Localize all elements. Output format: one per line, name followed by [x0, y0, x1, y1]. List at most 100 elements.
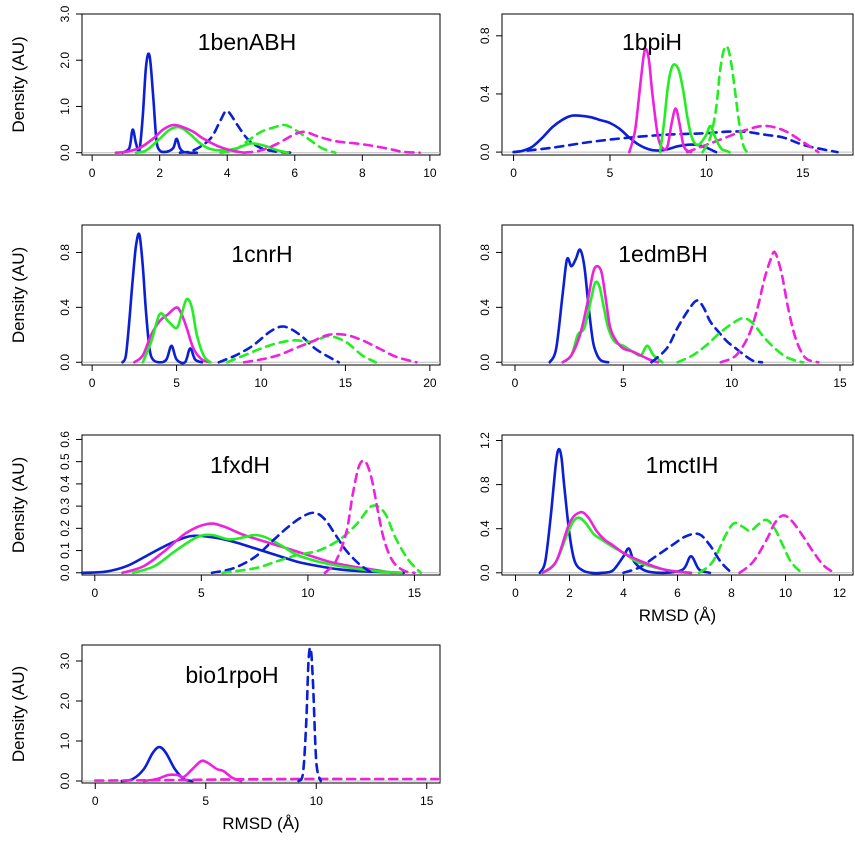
x-tick-label: 0: [91, 586, 98, 600]
x-tick-label: 4: [620, 586, 627, 600]
y-tick-label: 0.0: [58, 772, 72, 789]
x-tick-label: 5: [202, 794, 209, 808]
series-magenta-solid-line: [114, 123, 246, 154]
plot-frame: [81, 644, 441, 784]
panel-3: 0 5 10 15 20 0.0 0.4 0.8 Density (AU) 1cnrH: [9, 224, 441, 390]
series-blue-dashed-line: [210, 511, 374, 575]
y-tick-label: 0.6: [58, 431, 72, 448]
x-tick-label: 8: [728, 586, 735, 600]
panel-7: 0 5 10 15 0.0 1.0 2.0 3.0 Density (AU) RMSD (Å) bi…: [9, 644, 441, 833]
x-tick-label: 0: [512, 376, 519, 390]
panel-1: 0 2 4 6 8 10 0.0 1.0 2.0 3.0 Density (AU) 1benABH: [9, 5, 441, 180]
series-magenta-solid-line: [142, 759, 243, 783]
y-axis-label: Density (AU): [9, 666, 28, 762]
plot-frame: [501, 224, 854, 366]
x-tick-label: 0: [512, 586, 519, 600]
y-tick-label: 1.0: [58, 98, 72, 115]
series-magenta-dashed-line: [685, 124, 820, 154]
y-tick-label: 0.4: [478, 85, 492, 102]
y-tick-label: 3.0: [58, 652, 72, 669]
panel-title: bio1rpoH: [185, 662, 278, 688]
x-tick-label: 10: [779, 586, 793, 600]
y-tick-label: 0.4: [58, 299, 72, 316]
y-tick-label: 0.2: [58, 520, 72, 537]
x-tick-label: 10: [310, 794, 324, 808]
series-green-dashed-line: [697, 518, 803, 575]
panel-2: 0 5 10 15 0.0 0.4 0.8 1bpiH: [478, 13, 854, 180]
y-tick-label: 0.8: [478, 27, 492, 44]
x-tick-label: 15: [833, 376, 847, 390]
series-magenta-solid-line: [628, 47, 693, 154]
series-magenta-solid-line: [133, 306, 212, 364]
y-tick-label: 0.0: [478, 564, 492, 581]
x-tick-label: 5: [173, 376, 180, 390]
series-blue-dashed-line: [297, 646, 322, 783]
x-tick-label: 12: [833, 586, 847, 600]
plot-frame: [501, 13, 854, 156]
series-green-dashed-line: [701, 44, 749, 154]
y-tick-label: 1.2: [478, 432, 492, 449]
plot-frame: [81, 13, 441, 156]
x-tick-label: 0: [510, 166, 517, 180]
x-tick-label: 2: [156, 166, 163, 180]
x-tick-label: 6: [291, 166, 298, 180]
x-tick-label: 10: [423, 166, 437, 180]
x-tick-label: 15: [796, 166, 810, 180]
y-tick-label: 2.0: [58, 52, 72, 69]
panel-title: 1bpiH: [622, 29, 682, 55]
y-tick-label: 0.8: [478, 244, 492, 261]
series-magenta-solid-line: [561, 264, 660, 364]
y-tick-label: 0.0: [58, 564, 72, 581]
series-blue-solid-line: [121, 232, 204, 365]
x-tick-label: 4: [224, 166, 231, 180]
series-green-dashed-line: [676, 316, 805, 364]
x-tick-label: 8: [359, 166, 366, 180]
series-blue-dashed-line: [622, 532, 733, 575]
x-tick-label: 0: [92, 794, 99, 808]
panel-title: 1edmBH: [618, 241, 707, 267]
series-magenta-dashed-line: [242, 130, 421, 154]
x-tick-label: 2: [566, 586, 573, 600]
y-tick-label: 0.3: [58, 497, 72, 514]
series-blue-solid-line: [121, 52, 199, 155]
y-tick-label: 3.0: [58, 5, 72, 22]
panel-title: 1cnrH: [231, 241, 292, 267]
x-tick-label: 10: [700, 166, 714, 180]
x-tick-label: 10: [725, 376, 739, 390]
y-tick-label: 2.0: [58, 692, 72, 709]
y-tick-label: 0.4: [58, 475, 72, 492]
series-green-solid-line: [561, 280, 664, 364]
plot-frame: [81, 434, 441, 576]
series-magenta-dashed-line: [94, 777, 440, 782]
series-green-dashed-line: [219, 123, 337, 154]
series-blue-solid-line: [548, 248, 610, 364]
series-blue-dashed-line: [650, 299, 764, 364]
panel-title: 1mctIH: [646, 452, 719, 478]
series-magenta-dashed-line: [242, 332, 418, 364]
series-green-solid-line: [134, 125, 290, 154]
x-tick-label: 15: [339, 376, 353, 390]
series-magenta-dashed-line: [738, 514, 836, 575]
x-tick-label: 5: [607, 166, 614, 180]
panel-6: 0 2 4 6 8 10 12 0.0 0.4 0.8 1.2 RMSD (Å) 1mctIH: [478, 432, 854, 625]
x-tick-label: 5: [198, 586, 205, 600]
x-tick-label: 0: [89, 166, 96, 180]
y-tick-label: 0.4: [478, 520, 492, 537]
series-green-solid-line: [131, 533, 403, 575]
series-magenta-dashed-line: [323, 459, 416, 575]
x-axis-label: RMSD (Å): [639, 606, 716, 625]
y-axis-label: Density (AU): [9, 457, 28, 553]
y-tick-label: 0.4: [478, 299, 492, 316]
y-tick-label: 0.8: [58, 244, 72, 261]
panel-title: 1benABH: [198, 29, 296, 55]
y-tick-label: 0.0: [478, 143, 492, 160]
x-tick-label: 15: [408, 586, 422, 600]
x-tick-label: 15: [420, 794, 434, 808]
x-tick-label: 0: [89, 376, 96, 390]
panel-4: 0 5 10 15 0.0 0.4 0.8 1edmBH: [478, 224, 854, 390]
y-tick-label: 1.0: [58, 732, 72, 749]
series-blue-dashed-line: [217, 325, 340, 364]
series-blue-dashed-line: [178, 109, 297, 154]
x-tick-label: 5: [620, 376, 627, 390]
